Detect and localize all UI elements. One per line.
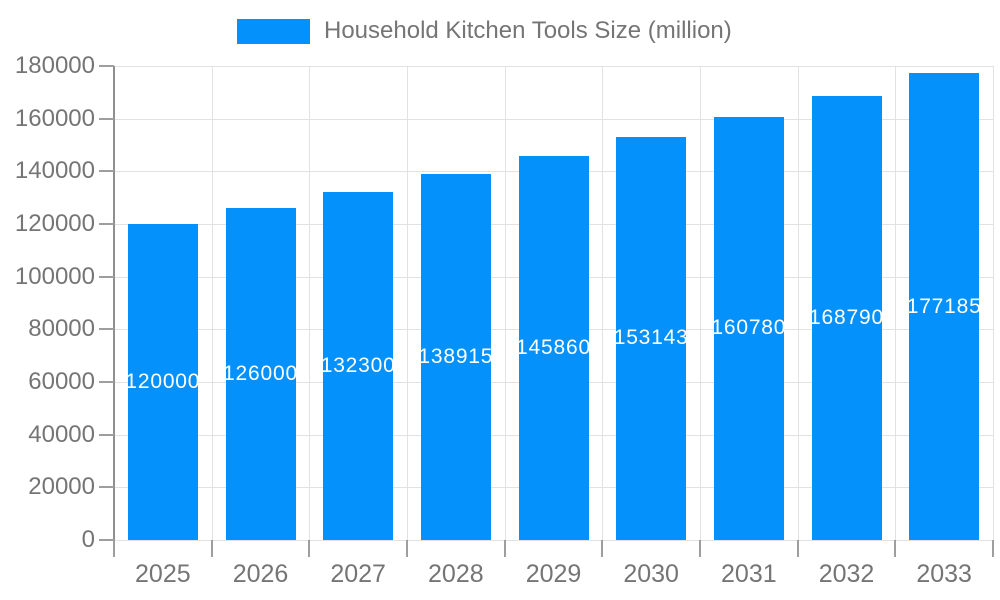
y-axis-tick [99,223,114,225]
y-axis-tick [99,539,114,541]
y-axis-label: 0 [81,526,95,553]
plot-area: 120000 126000 132300 138915 145860 153143 1607… [99,65,994,557]
y-axis-label: 80000 [28,315,95,343]
bar-value-label: 168790 [811,305,882,329]
bar-2025[interactable]: 120000 [127,224,198,540]
v-gridline [602,66,604,540]
x-axis-label: 2030 [623,560,679,588]
y-axis-label: 140000 [14,157,95,185]
y-axis-tick [99,65,114,67]
v-gridline [407,66,408,540]
v-gridline [797,66,799,540]
v-gridline [895,66,897,540]
y-axis-line [113,66,115,540]
bar-2033[interactable]: 177185 [909,73,980,540]
x-axis-tick [992,540,994,557]
x-axis-tick [699,540,701,557]
legend[interactable]: Household Kitchen Tools Size (million) [237,17,732,45]
bar-2027[interactable]: 132300 [323,191,394,540]
bar-2029[interactable]: 145860 [518,155,589,540]
y-axis-label: 120000 [14,210,95,237]
x-axis-label: 2028 [428,560,484,588]
x-axis-tick [113,540,115,557]
y-axis-tick [99,381,114,383]
v-gridline [309,66,311,540]
bar-value-label: 153143 [616,326,687,350]
x-axis-label: 2032 [818,560,875,588]
v-gridline [211,66,213,540]
x-axis-tick [601,540,604,557]
y-axis-tick [99,486,114,489]
x-axis-tick [894,540,897,557]
v-gridline [700,66,701,540]
bar-2032[interactable]: 168790 [811,95,882,540]
h-gridline [114,540,993,541]
x-axis-tick [796,540,799,557]
y-axis-tick [99,433,114,436]
x-axis-tick [308,540,311,557]
x-axis-tick [503,540,506,557]
x-axis-label: 2027 [330,560,386,588]
bar-value-label: 120000 [127,370,198,393]
x-axis-label: 2025 [135,560,191,588]
y-axis-label: 100000 [14,262,95,290]
y-axis-label: 60000 [28,368,95,395]
bar-value-label: 138915 [420,345,491,369]
x-axis-label: 2033 [916,560,972,588]
y-axis-tick [99,170,114,173]
bar-2031[interactable]: 160780 [713,116,784,540]
bar-value-label: 177185 [909,294,980,318]
y-axis-tick [99,328,114,331]
bar-value-label: 145860 [518,335,589,359]
y-axis-label: 20000 [28,473,95,501]
y-axis-tick [99,117,114,120]
y-axis-label: 40000 [28,420,95,448]
bar-2026[interactable]: 126000 [225,208,296,540]
h-gridline [114,66,993,67]
bar-value-label: 160780 [713,316,784,340]
v-gridline [504,66,506,540]
bar-value-label: 132300 [323,353,394,377]
legend-label: Household Kitchen Tools Size (million) [324,17,732,44]
x-axis-label: 2029 [525,560,582,588]
y-axis-tick [99,275,114,278]
x-axis-tick [210,540,213,557]
y-axis-label: 160000 [14,104,95,132]
x-axis-label: 2026 [232,560,289,588]
legend-swatch [237,18,310,44]
x-axis-tick [406,540,408,557]
bar-2030[interactable]: 153143 [616,136,687,540]
bar-value-label: 126000 [225,362,296,386]
bar-2028[interactable]: 138915 [420,174,491,540]
x-axis-label: 2031 [721,560,777,588]
y-axis-label: 180000 [14,52,95,79]
h-gridline [114,118,993,120]
v-gridline [993,66,994,540]
